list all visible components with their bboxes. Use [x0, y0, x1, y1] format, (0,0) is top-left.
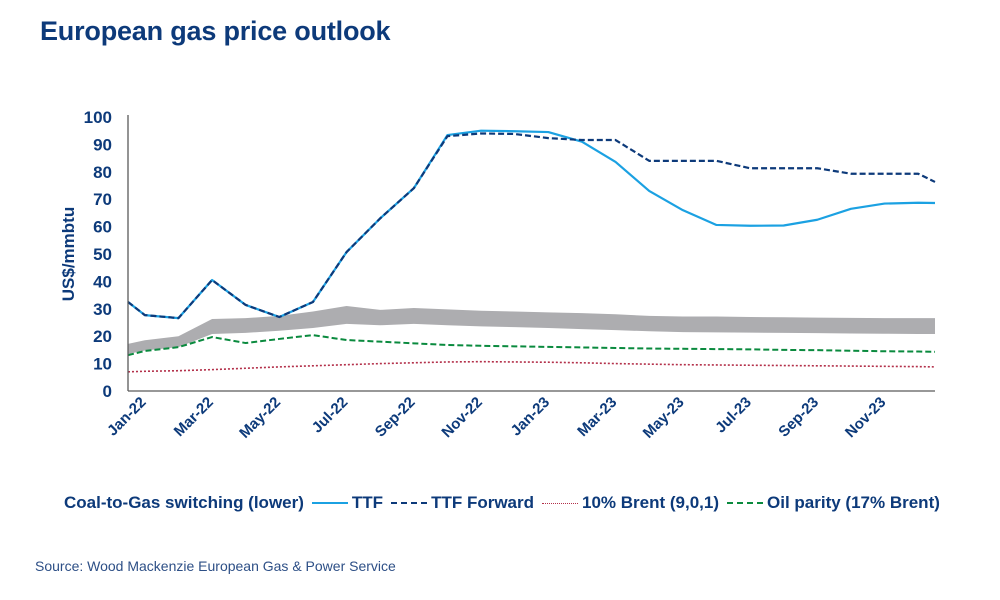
y-tick-label: 0 — [103, 382, 112, 401]
y-tick-label: 10 — [93, 355, 112, 374]
x-tick-label: Jul-23 — [712, 394, 755, 437]
legend-label: Oil parity (17% Brent) — [767, 493, 940, 512]
y-tick-label: 40 — [93, 272, 112, 291]
series-line-oil-parity-17-brent — [127, 334, 936, 357]
x-tick-label: May-23 — [640, 394, 688, 442]
band-layer — [128, 306, 935, 355]
y-tick-label: 20 — [93, 327, 112, 346]
legend-item: Coal-to-Gas switching (lower) — [64, 493, 304, 513]
legend-item: 10% Brent (9,0,1) — [540, 493, 719, 513]
legend-marker-dashed — [391, 502, 428, 504]
legend-marker-dashed — [727, 502, 764, 504]
legend-marker-dotted — [542, 502, 579, 504]
y-tick-label: 80 — [93, 163, 112, 182]
y-tick-label: 60 — [93, 218, 112, 237]
series-line-ttf-forward — [127, 132, 936, 320]
x-tick-labels: Jan-22 Mar-22 May-22 Jul-22 Sep-22 Nov-22 Jan-… — [104, 394, 889, 442]
legend-label: TTF — [351, 493, 384, 512]
y-tick-labels: 0 10 20 30 40 50 60 70 80 90 100 — [84, 108, 112, 401]
series-line-10-brent-9-0-1 — [127, 360, 936, 373]
lines-layer — [127, 129, 936, 373]
legend-label: TTF Forward — [431, 493, 535, 512]
x-tick-label: May-22 — [236, 394, 284, 442]
x-tick-label: Mar-23 — [574, 394, 620, 440]
y-tick-label: 100 — [84, 108, 112, 127]
legend-label: 10% Brent (9,0,1) — [582, 493, 720, 512]
legend-item: TTF — [310, 493, 383, 513]
series-line-ttf — [127, 129, 936, 320]
y-tick-label: 50 — [93, 245, 112, 264]
x-tick-label: Sep-22 — [372, 394, 419, 441]
x-tick-label: Jan-23 — [508, 394, 554, 440]
chart-title: European gas price outlook — [40, 16, 391, 46]
y-axis-title: US$/mmbtu — [59, 207, 78, 301]
y-tick-label: 90 — [93, 135, 112, 154]
x-tick-label: Sep-23 — [775, 394, 822, 441]
source-note: Source: Wood Mackenzie European Gas & Po… — [35, 558, 396, 574]
y-tick-label: 70 — [93, 190, 112, 209]
legend-item: Oil parity (17% Brent) — [725, 493, 940, 513]
chart-legend: Coal-to-Gas switching (lower) TTF TTF Forw… — [64, 493, 946, 513]
legend-marker-solid — [311, 502, 348, 504]
coal-to-gas-switching-band — [128, 306, 935, 355]
legend-label: Coal-to-Gas switching (lower) — [64, 493, 304, 512]
x-tick-label: Nov-23 — [842, 394, 889, 441]
x-tick-label: Nov-22 — [438, 394, 485, 441]
axes-layer — [127, 115, 935, 392]
x-tick-label: Mar-22 — [171, 394, 217, 440]
y-tick-label: 30 — [93, 300, 112, 319]
x-tick-label: Jul-22 — [309, 394, 352, 437]
legend-item: TTF Forward — [389, 493, 534, 513]
